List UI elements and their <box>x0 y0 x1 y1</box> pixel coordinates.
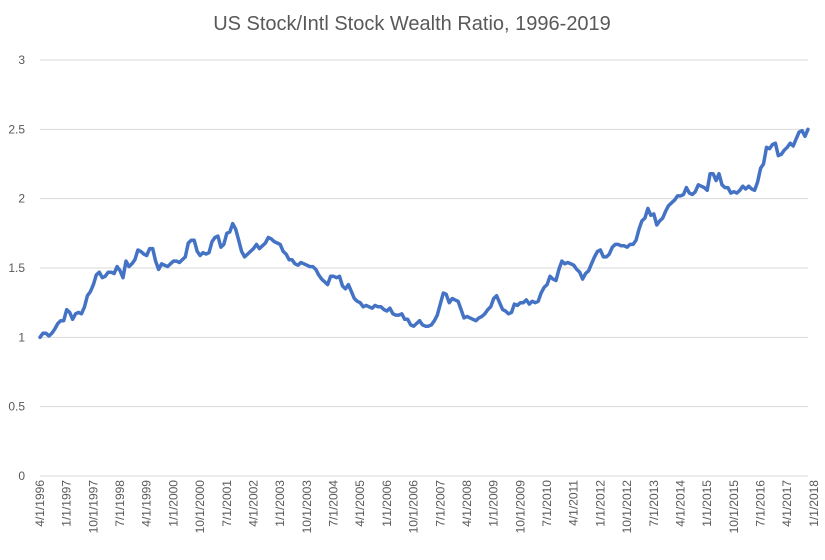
x-tick-label: 4/1/2008 <box>460 480 474 527</box>
x-tick-label: 7/1/2007 <box>433 480 447 527</box>
y-tick-label: 1 <box>18 330 25 344</box>
x-tick-label: 7/1/2004 <box>327 480 341 527</box>
series-layer <box>38 127 810 340</box>
x-tick-label: 7/1/2010 <box>540 480 554 527</box>
x-tick-label: 7/1/2016 <box>754 480 768 527</box>
x-tick-label: 10/1/2006 <box>407 480 421 534</box>
x-tick-label: 4/1/2014 <box>673 480 687 527</box>
x-tick-label: 10/1/1997 <box>86 480 100 534</box>
x-tick-label: 1/1/2018 <box>807 480 821 527</box>
x-tick-label: 1/1/2012 <box>593 480 607 527</box>
x-tick-label: 1/1/1997 <box>60 480 74 527</box>
x-tick-label: 10/1/2000 <box>193 480 207 534</box>
x-tick-label: 4/1/2002 <box>246 480 260 527</box>
y-tick-label: 0.5 <box>8 400 25 414</box>
x-tick-label: 10/1/2015 <box>727 480 741 534</box>
y-tick-label: 3 <box>18 53 25 67</box>
x-tick-label: 10/1/2012 <box>620 480 634 534</box>
x-tick-label: 4/1/2005 <box>353 480 367 527</box>
x-tick-label: 1/1/2006 <box>380 480 394 527</box>
y-tick-label: 0 <box>18 469 25 483</box>
x-tick-label: 4/1/2011 <box>567 480 581 526</box>
x-tick-label: 4/1/1999 <box>140 480 154 527</box>
series-line <box>38 127 810 340</box>
chart-title: US Stock/Intl Stock Wealth Ratio, 1996-2… <box>213 13 611 35</box>
x-tick-label: 7/1/2013 <box>647 480 661 527</box>
x-tick-label: 1/1/2015 <box>700 480 714 527</box>
x-axis-tick-labels: 4/1/1996 1/1/1997 10/1/1997 7/1/1998 4/1/199… <box>33 480 821 534</box>
y-axis-tick-labels: 0 0.5 1 1.5 2 2.5 3 <box>8 53 25 483</box>
y-tick-label: 2.5 <box>8 122 25 136</box>
x-tick-label: 7/1/2001 <box>220 480 234 527</box>
x-tick-label: 10/1/2009 <box>513 480 527 534</box>
x-tick-label: 10/1/2003 <box>300 480 314 534</box>
y-tick-label: 2 <box>18 192 25 206</box>
x-tick-label: 1/1/2000 <box>166 480 180 527</box>
x-tick-label: 1/1/2009 <box>487 480 501 527</box>
x-tick-label: 4/1/1996 <box>33 480 47 527</box>
y-tick-label: 1.5 <box>8 261 25 275</box>
gridlines <box>40 59 808 477</box>
x-tick-label: 4/1/2017 <box>780 480 794 527</box>
x-tick-label: 1/1/2003 <box>273 480 287 527</box>
x-tick-label: 7/1/1998 <box>113 480 127 527</box>
